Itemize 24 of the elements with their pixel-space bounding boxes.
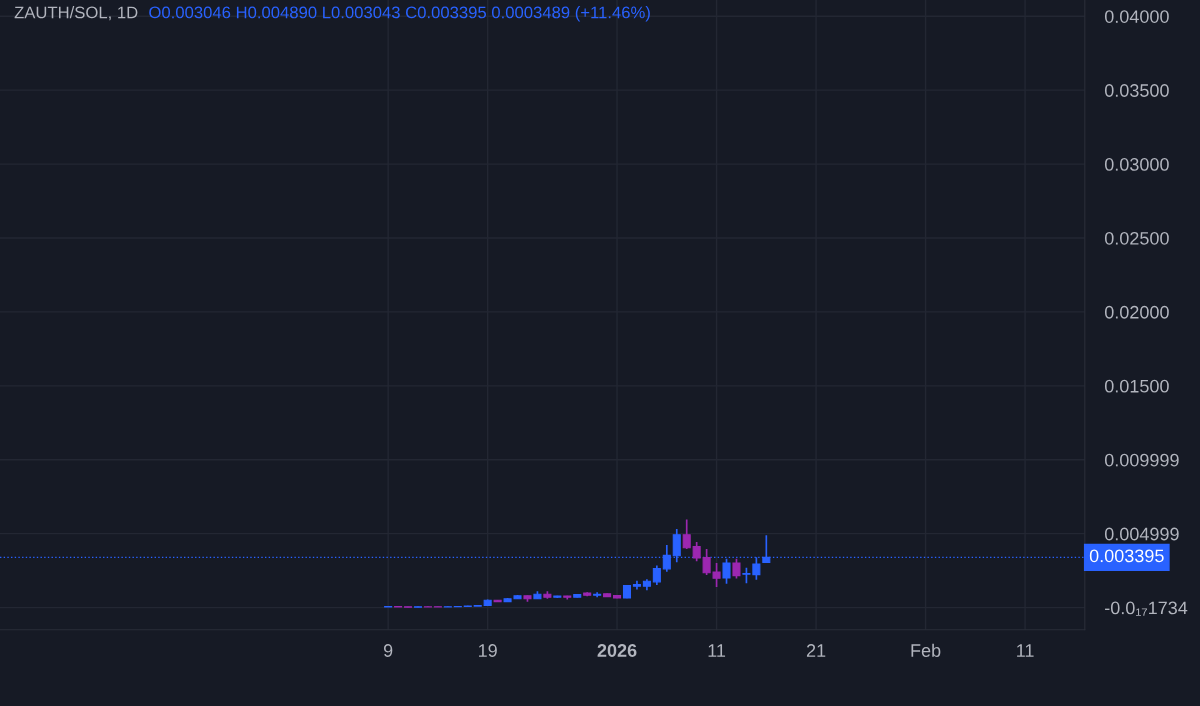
x-tick-label: 21	[806, 644, 826, 657]
candlestick	[662, 544, 671, 573]
ref-line-label: 0.003395	[1089, 549, 1164, 563]
y-tick-label: 0.03000	[1104, 158, 1169, 171]
x-tick-label: 9	[383, 644, 393, 657]
annotation: O0.003046 H0.004890 L0.003043 C0.003395 0.0003489 (+11.46%)	[149, 6, 650, 22]
x-tick-label: Feb	[911, 643, 941, 657]
candlestick	[682, 518, 691, 550]
y-tick-label: 0.02500	[1104, 231, 1169, 245]
y-tick-label: -0.0₁₇1734	[1105, 601, 1188, 616]
y-tick-label: 0.009999	[1104, 453, 1179, 467]
candlestick	[732, 557, 741, 580]
x-tick-label: 2026	[597, 644, 637, 657]
y-tick-label: 0.03500	[1104, 84, 1169, 97]
y-tick-label: 0.02000	[1104, 305, 1169, 319]
chart-title: ZAUTH/SOL, 1D	[14, 6, 138, 21]
x-tick-label: 19	[479, 644, 497, 657]
x-tick-label: 11	[1017, 644, 1034, 657]
y-tick-label: 0.04000	[1104, 10, 1169, 23]
y-tick-label: 0.01500	[1104, 379, 1169, 393]
candlestick	[722, 557, 731, 585]
y-tick-label: 0.004999	[1104, 527, 1179, 541]
x-tick-label: 11	[708, 644, 726, 657]
candlestick	[652, 564, 661, 586]
